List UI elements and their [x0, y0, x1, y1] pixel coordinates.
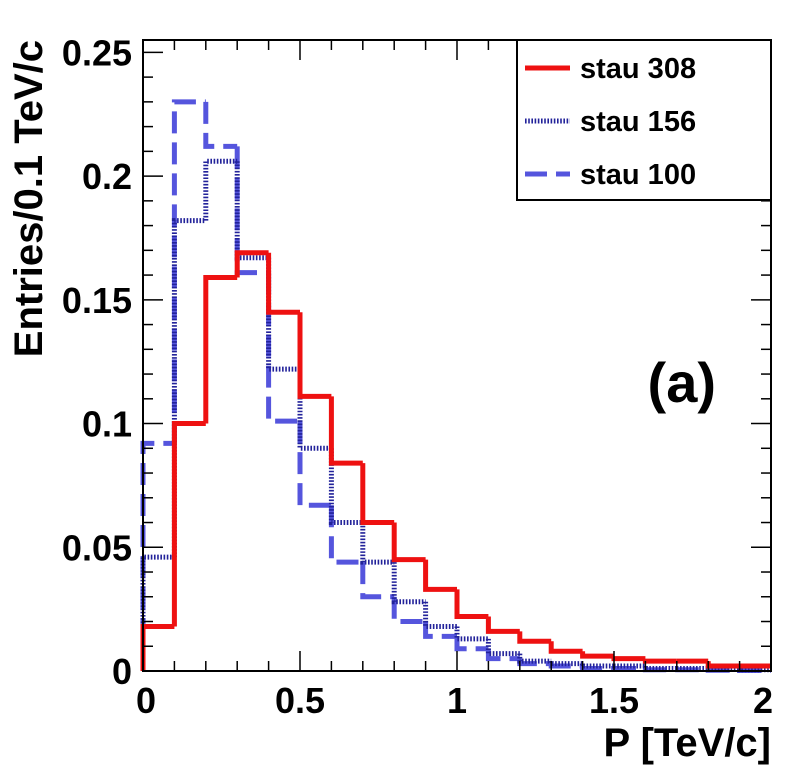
histogram-bin [454, 626, 489, 642]
series-layer [140, 99, 771, 674]
panel-annotation: (a) [648, 351, 716, 414]
histogram-bin [234, 250, 269, 278]
x-tick-label: 2 [753, 680, 773, 721]
x-tick-label: 1 [447, 680, 467, 721]
legend-label: stau 100 [580, 159, 696, 191]
y-tick-label: 0.25 [62, 32, 132, 73]
legend: stau 308 stau 156 stau 100 [516, 39, 772, 201]
x-axis-title: P [TeV/c] [604, 721, 771, 765]
histogram-bin [423, 601, 457, 629]
x-tick-label: 0.5 [275, 680, 325, 721]
histogram-bin [517, 631, 552, 644]
histogram-bin [140, 554, 175, 671]
y-tick-label: 0 [112, 651, 132, 692]
histogram-bin [485, 616, 520, 634]
tick-labels-layer: 0 0.5 1 1.5 2 0 0.05 0.1 0.15 0.2 0.25 [62, 32, 773, 721]
histogram-bin [423, 559, 457, 592]
histogram-bin [360, 463, 395, 526]
x-tick-label: 0 [136, 680, 156, 721]
y-tick-label: 0.05 [62, 527, 132, 568]
histogram-bin [266, 252, 300, 315]
histogram-bin [548, 641, 583, 654]
y-tick-label: 0.2 [82, 156, 132, 197]
histogram-bin [642, 658, 677, 664]
histogram-bin [360, 562, 395, 600]
y-axis-title: Entries/0.1 TeV/c [7, 40, 51, 357]
histogram-bin [203, 275, 238, 424]
histogram-bin [454, 589, 489, 620]
histogram-bin [454, 636, 489, 652]
histogram-bin [360, 522, 395, 565]
x-tick-label: 1.5 [589, 680, 639, 721]
histogram-bin [485, 638, 520, 657]
histogram-bin [297, 312, 332, 399]
y-tick-label: 0.1 [82, 404, 132, 445]
histogram-bin [297, 421, 332, 508]
histogram-bin [328, 396, 363, 466]
histogram-bin [203, 158, 238, 221]
histogram-bin [171, 421, 206, 627]
y-tick-label: 0.15 [62, 280, 132, 321]
legend-label: stau 156 [580, 106, 696, 138]
histogram-bin [203, 101, 238, 149]
histogram-bin [391, 522, 426, 563]
histogram-bin [391, 596, 426, 625]
legend-entries: stau 308 stau 156 stau 100 [525, 53, 696, 191]
legend-label: stau 308 [580, 53, 696, 85]
histogram-bin [328, 448, 363, 526]
histogram-bin [266, 257, 300, 372]
histogram-bin [611, 656, 646, 662]
histogram-bin [391, 562, 426, 605]
histogram-bin [580, 651, 614, 659]
histogram-bin [423, 621, 457, 639]
